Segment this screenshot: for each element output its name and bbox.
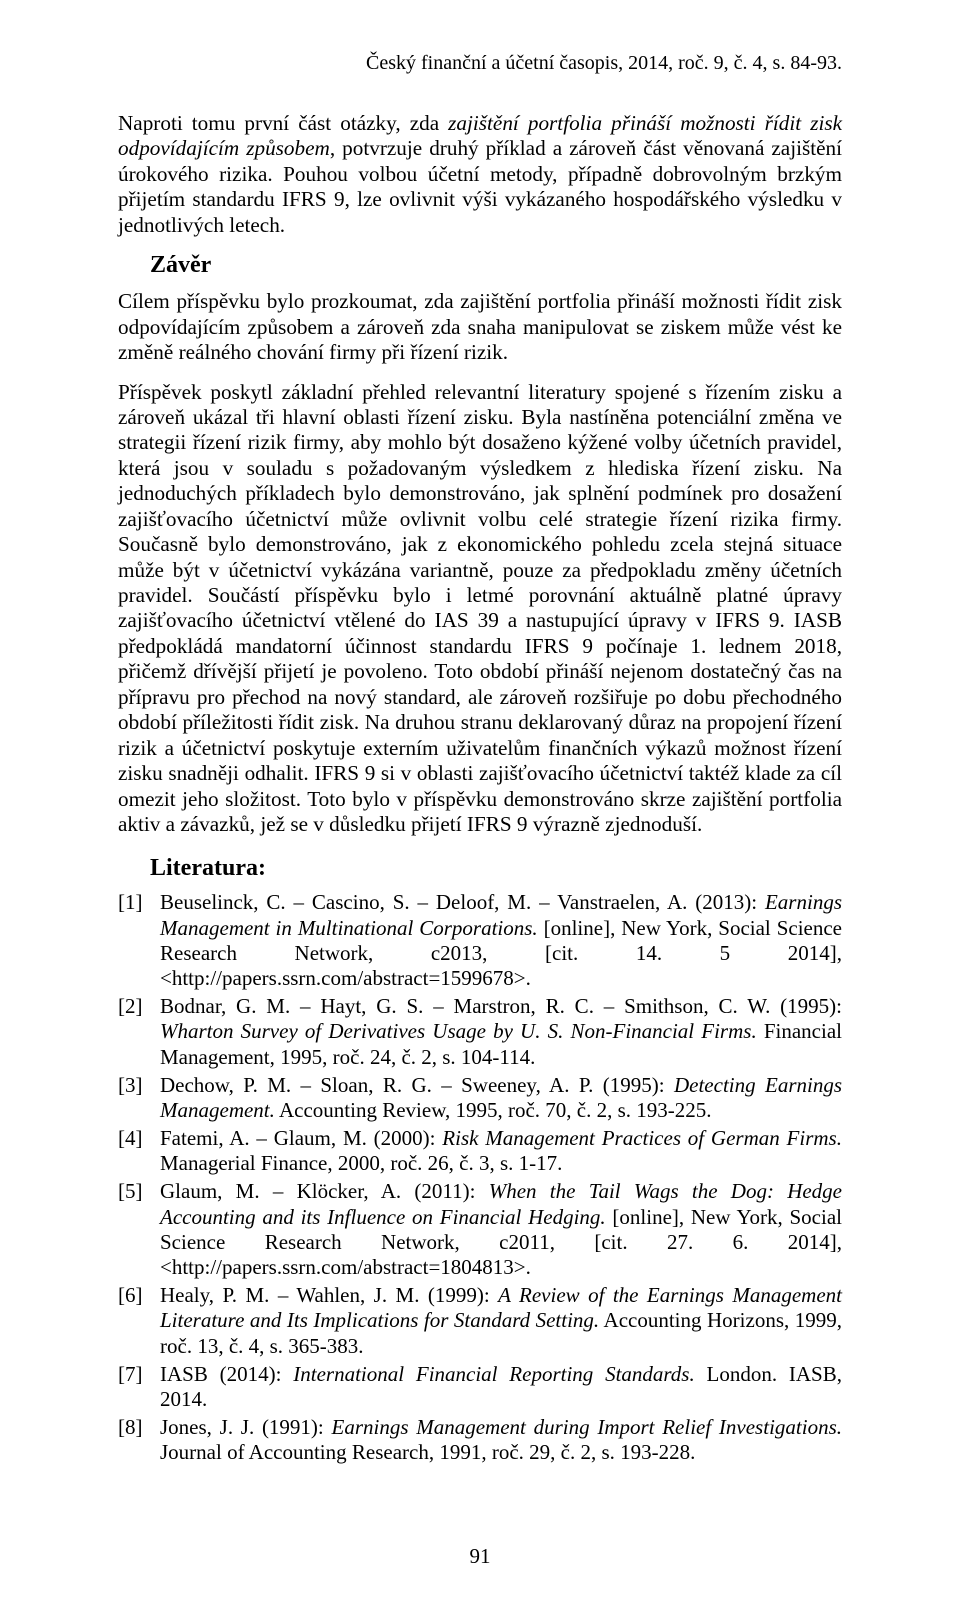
paragraph-intro: Naproti tomu první část otázky, zda zaji…	[118, 111, 842, 238]
reference-item: Bodnar, G. M. – Hayt, G. S. – Marstron, …	[118, 994, 842, 1070]
reference-item: Glaum, M. – Klöcker, A. (2011): When the…	[118, 1179, 842, 1280]
ref-title: Wharton Survey of Derivatives Usage by U…	[160, 1019, 757, 1043]
reference-item: Fatemi, A. – Glaum, M. (2000): Risk Mana…	[118, 1126, 842, 1176]
ref-title: International Financial Reporting Standa…	[293, 1362, 694, 1386]
ref-pre: Jones, J. J. (1991):	[160, 1415, 332, 1439]
reference-item: IASB (2014): International Financial Rep…	[118, 1362, 842, 1412]
reference-item: Healy, P. M. – Wahlen, J. M. (1999): A R…	[118, 1283, 842, 1359]
ref-title: Risk Management Practices of German Firm…	[442, 1126, 842, 1150]
running-head: Český finanční a účetní časopis, 2014, r…	[118, 52, 842, 75]
paragraph-zaver-1: Cílem příspěvku bylo prozkoumat, zda zaj…	[118, 289, 842, 365]
paragraph-zaver-2: Příspěvek poskytl základní přehled relev…	[118, 380, 842, 838]
ref-post: Managerial Finance, 2000, roč. 26, č. 3,…	[160, 1151, 562, 1175]
ref-post: Accounting Review, 1995, roč. 70, č. 2, …	[275, 1098, 712, 1122]
ref-pre: Healy, P. M. – Wahlen, J. M. (1999):	[160, 1283, 498, 1307]
ref-pre: Beuselinck, C. – Cascino, S. – Deloof, M…	[160, 890, 765, 914]
ref-title: Earnings Management during Import Relief…	[332, 1415, 843, 1439]
ref-pre: Dechow, P. M. – Sloan, R. G. – Sweeney, …	[160, 1073, 674, 1097]
reference-item: Dechow, P. M. – Sloan, R. G. – Sweeney, …	[118, 1073, 842, 1123]
reference-item: Beuselinck, C. – Cascino, S. – Deloof, M…	[118, 890, 842, 991]
section-heading-literature: Literatura:	[150, 855, 842, 882]
p1-text-pre: Naproti tomu první část otázky, zda	[118, 111, 448, 135]
reference-item: Jones, J. J. (1991): Earnings Management…	[118, 1415, 842, 1465]
ref-pre: IASB (2014):	[160, 1362, 293, 1386]
ref-pre: Bodnar, G. M. – Hayt, G. S. – Marstron, …	[160, 994, 842, 1018]
ref-pre: Fatemi, A. – Glaum, M. (2000):	[160, 1126, 442, 1150]
page-container: Český finanční a účetní časopis, 2014, r…	[0, 0, 960, 1617]
section-heading-zaver: Závěr	[150, 252, 842, 279]
page-number: 91	[0, 1544, 960, 1569]
ref-post: Journal of Accounting Research, 1991, ro…	[160, 1440, 695, 1464]
ref-pre: Glaum, M. – Klöcker, A. (2011):	[160, 1179, 489, 1203]
reference-list: Beuselinck, C. – Cascino, S. – Deloof, M…	[118, 890, 842, 1465]
